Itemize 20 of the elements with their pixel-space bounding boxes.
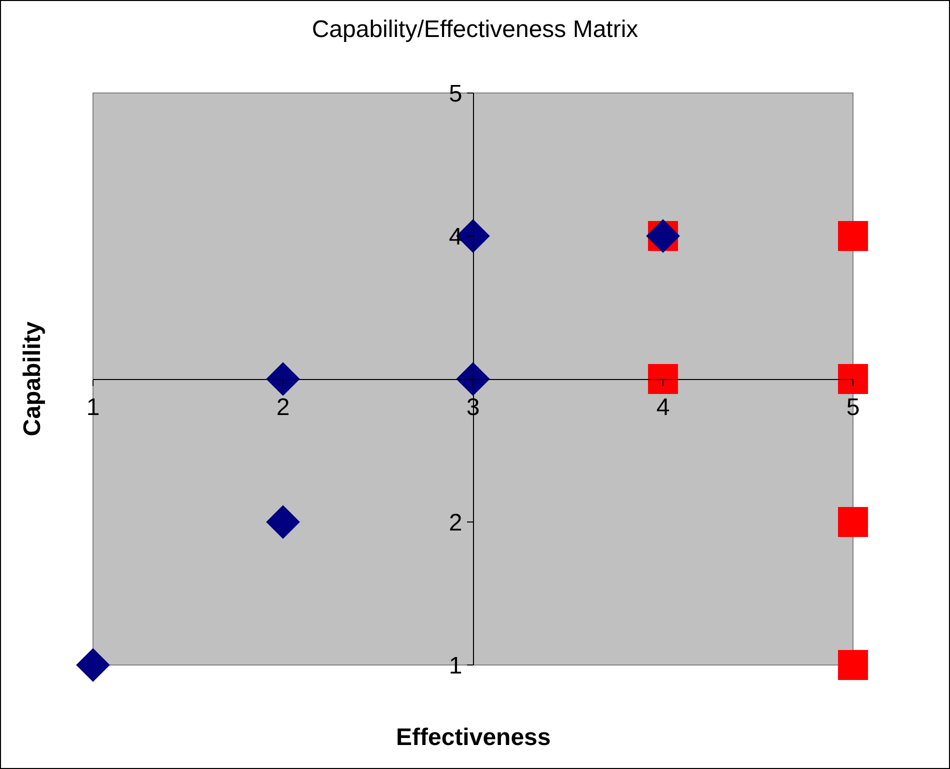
x-tick-label: 4 bbox=[656, 394, 670, 421]
x-axis-title: Effectiveness bbox=[396, 724, 551, 751]
point bbox=[838, 221, 868, 251]
point bbox=[838, 364, 868, 394]
y-tick-label: 2 bbox=[448, 509, 462, 536]
y-tick-label: 4 bbox=[448, 223, 462, 250]
point bbox=[266, 505, 300, 539]
point bbox=[266, 362, 300, 396]
chart-title: Capability/Effectiveness Matrix bbox=[312, 16, 638, 43]
y-axis-title: Capability bbox=[19, 320, 46, 436]
point bbox=[838, 650, 868, 680]
x-tick-label: 1 bbox=[86, 394, 100, 421]
x-tick-label: 5 bbox=[846, 394, 860, 421]
y-tick-label: 5 bbox=[448, 80, 462, 108]
point bbox=[838, 507, 868, 537]
point bbox=[648, 364, 678, 394]
y-tick-label: 1 bbox=[448, 652, 462, 680]
point bbox=[76, 648, 110, 682]
point bbox=[456, 362, 490, 396]
x-tick-label: 2 bbox=[276, 394, 290, 421]
